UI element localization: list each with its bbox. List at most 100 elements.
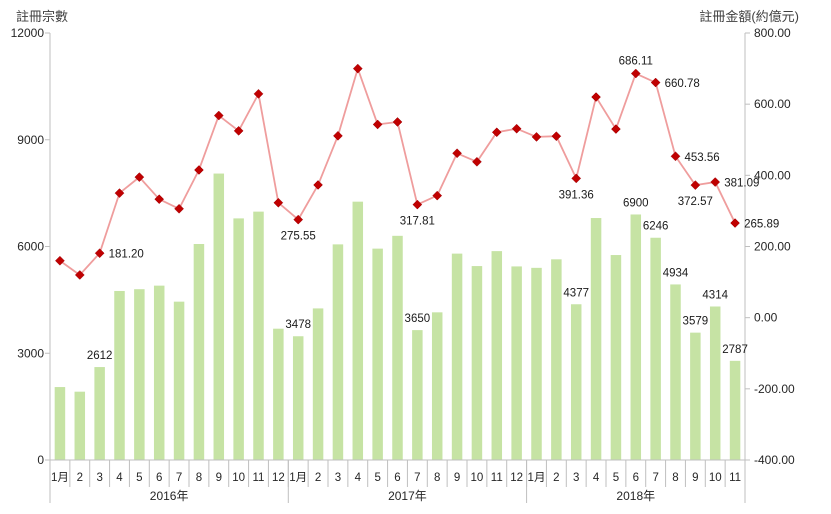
line-marker <box>472 156 482 167</box>
left-axis-tick-label: 12000 <box>11 26 45 40</box>
bar <box>193 244 205 460</box>
bar <box>74 391 86 460</box>
bar <box>233 218 244 460</box>
left-axis-tick-label: 0 <box>37 453 44 467</box>
line-marker <box>650 77 661 88</box>
line-marker <box>213 110 224 121</box>
line-marker <box>194 165 204 175</box>
line-marker <box>74 270 85 280</box>
line-marker <box>114 188 125 198</box>
right-axis-tick-label: 800.00 <box>754 26 791 40</box>
left-axis-title: 註冊宗數 <box>16 9 69 24</box>
right-axis-tick-label: -400.00 <box>754 453 795 467</box>
month-label: 9 <box>216 472 222 484</box>
line-marker <box>352 63 363 74</box>
line-marker <box>432 190 443 201</box>
month-label: 7 <box>652 472 658 484</box>
month-label: 2 <box>315 472 321 484</box>
line-value-label: 372.57 <box>678 196 713 208</box>
year-label: 2018年 <box>616 489 655 503</box>
line-marker <box>412 199 423 210</box>
year-label: 2016年 <box>150 489 189 503</box>
line-marker <box>333 130 343 141</box>
bar <box>292 336 304 460</box>
line-marker <box>491 127 502 138</box>
month-label: 7 <box>414 472 420 484</box>
line-marker <box>174 203 184 214</box>
month-label: 1月 <box>51 472 69 484</box>
right-axis-tick-label: 200.00 <box>754 240 791 254</box>
bar <box>392 235 403 460</box>
bar <box>709 306 721 460</box>
month-label: 4 <box>355 472 362 484</box>
bar <box>729 360 741 460</box>
line-value-label: 391.36 <box>559 189 594 201</box>
bar-value-label: 2612 <box>87 350 113 362</box>
month-label: 4 <box>593 472 600 484</box>
line-marker <box>710 177 721 187</box>
bar <box>312 308 324 460</box>
bar-value-label: 3650 <box>405 313 431 325</box>
month-label: 6 <box>156 472 162 484</box>
line-marker <box>392 117 403 127</box>
month-label: 5 <box>613 472 619 484</box>
month-label: 7 <box>176 472 182 484</box>
line-marker <box>273 197 284 208</box>
bar <box>451 253 463 460</box>
bar <box>650 237 661 460</box>
bar <box>491 251 503 460</box>
line-marker <box>591 92 601 102</box>
bar <box>690 332 701 460</box>
bar <box>471 266 483 460</box>
month-label: 5 <box>136 472 142 484</box>
line-marker <box>730 218 740 228</box>
month-label: 1月 <box>289 472 307 484</box>
bar <box>273 328 284 460</box>
line-marker <box>293 214 304 225</box>
bar <box>412 330 423 460</box>
bar <box>114 290 125 460</box>
month-label: 11 <box>253 472 265 484</box>
line-marker <box>372 119 383 130</box>
left-axis-tick-label: 9000 <box>17 133 44 147</box>
line-marker <box>571 173 582 184</box>
line-value-label: 381.09 <box>724 178 759 190</box>
line-marker <box>313 180 323 190</box>
line-marker <box>233 126 244 136</box>
bar <box>54 387 66 460</box>
bar <box>431 312 443 460</box>
line-marker <box>551 131 562 142</box>
month-label: 10 <box>471 472 484 484</box>
bar <box>551 259 562 460</box>
line-marker <box>531 132 542 142</box>
line-marker <box>611 124 621 134</box>
line-marker <box>690 180 701 190</box>
month-label: 11 <box>729 472 741 484</box>
month-label: 6 <box>633 472 639 484</box>
line-value-label: 317.81 <box>400 216 435 228</box>
bar <box>630 214 642 460</box>
right-axis-tick-label: 0.00 <box>754 311 778 325</box>
bar-value-label: 4314 <box>702 289 728 301</box>
month-label: 8 <box>434 472 440 484</box>
month-label: 12 <box>272 472 285 484</box>
bar-value-label: 3579 <box>683 316 709 328</box>
bar-value-label: 3478 <box>285 319 311 331</box>
bar-value-label: 2787 <box>722 344 748 356</box>
bar <box>670 284 681 460</box>
line-value-label: 181.20 <box>109 249 144 261</box>
month-label: 6 <box>394 472 400 484</box>
month-label: 5 <box>374 472 380 484</box>
bar <box>332 244 344 460</box>
bar <box>372 248 383 460</box>
month-label: 3 <box>96 472 102 484</box>
year-label: 2017年 <box>388 489 427 503</box>
bar <box>153 285 165 460</box>
bar <box>590 218 602 460</box>
bar <box>173 301 185 460</box>
line-marker <box>134 172 145 182</box>
line-marker <box>94 248 105 259</box>
bar-value-label: 4377 <box>563 287 589 299</box>
month-label: 1月 <box>528 472 546 484</box>
